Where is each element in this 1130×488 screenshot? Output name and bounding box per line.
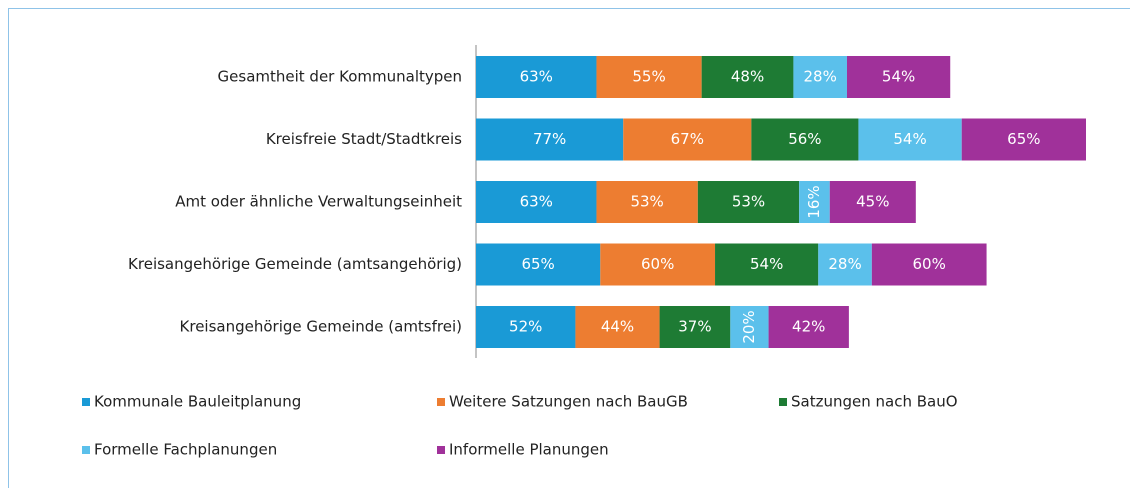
data-label: 63% — [520, 68, 553, 86]
bar-segment — [596, 181, 698, 223]
category-label: Kreisangehörige Gemeinde (amtsfrei) — [180, 318, 462, 336]
bar-segment — [476, 118, 624, 161]
data-label: 53% — [630, 193, 663, 211]
category-label: Kreisangehörige Gemeinde (amtsangehörig) — [128, 255, 462, 273]
legend-label: Kommunale Bauleitplanung — [94, 393, 301, 411]
bar-segment — [829, 181, 916, 223]
category-label: Kreisfreie Stadt/Stadtkreis — [266, 130, 462, 148]
bar-segment — [697, 181, 800, 223]
category-label: Gesamtheit der Kommunaltypen — [218, 68, 462, 86]
data-label: 53% — [732, 193, 765, 211]
data-label: 42% — [792, 318, 825, 336]
bar-segment — [701, 56, 794, 98]
data-label: 63% — [520, 193, 553, 211]
bar-segment — [600, 243, 716, 286]
bar-segment — [575, 306, 660, 348]
legend-swatch — [437, 398, 445, 406]
bar-segment — [476, 56, 597, 98]
bar-segment — [730, 306, 769, 348]
bar-segment — [596, 56, 702, 98]
category-label: Amt oder ähnliche Verwaltungseinheit — [175, 193, 462, 211]
bar-segment — [858, 118, 962, 161]
data-label: 20% — [740, 310, 758, 343]
bar-segment — [799, 181, 830, 223]
data-label: 54% — [893, 130, 926, 148]
legend-swatch — [82, 398, 90, 406]
data-label: 77% — [533, 130, 566, 148]
legend-label: Weitere Satzungen nach BauGB — [449, 393, 688, 411]
data-label: 28% — [828, 255, 861, 273]
data-label: 16% — [805, 185, 823, 218]
bar-segment — [659, 306, 731, 348]
legend-label: Satzungen nach BauO — [791, 393, 958, 411]
bar-segment — [871, 243, 987, 286]
legend-label: Formelle Fachplanungen — [94, 441, 277, 459]
data-label: 45% — [856, 193, 889, 211]
data-label: 56% — [788, 130, 821, 148]
bar-segment — [751, 118, 859, 161]
data-label: 48% — [731, 68, 764, 86]
bar-segment — [818, 243, 872, 286]
data-label: 54% — [750, 255, 783, 273]
legend-swatch — [779, 398, 787, 406]
data-label: 44% — [601, 318, 634, 336]
data-label: 37% — [678, 318, 711, 336]
data-label: 55% — [632, 68, 665, 86]
bar-segment — [715, 243, 819, 286]
legend-swatch — [437, 446, 445, 454]
data-label: 54% — [882, 68, 915, 86]
data-label: 60% — [641, 255, 674, 273]
bar-segment — [476, 306, 576, 348]
data-label: 67% — [671, 130, 704, 148]
bar-segment — [476, 181, 597, 223]
data-label: 65% — [521, 255, 554, 273]
bar-segment — [476, 243, 601, 286]
bar-segment — [768, 306, 849, 348]
bar-segment — [846, 56, 951, 98]
legend-swatch — [82, 446, 90, 454]
bar-segment — [961, 118, 1086, 161]
legend-label: Informelle Planungen — [449, 441, 609, 459]
data-label: 52% — [509, 318, 542, 336]
bar-segment — [623, 118, 752, 161]
data-label: 65% — [1007, 130, 1040, 148]
frame — [8, 8, 1130, 488]
data-label: 60% — [913, 255, 946, 273]
data-label: 28% — [804, 68, 837, 86]
bar-segment — [793, 56, 847, 98]
